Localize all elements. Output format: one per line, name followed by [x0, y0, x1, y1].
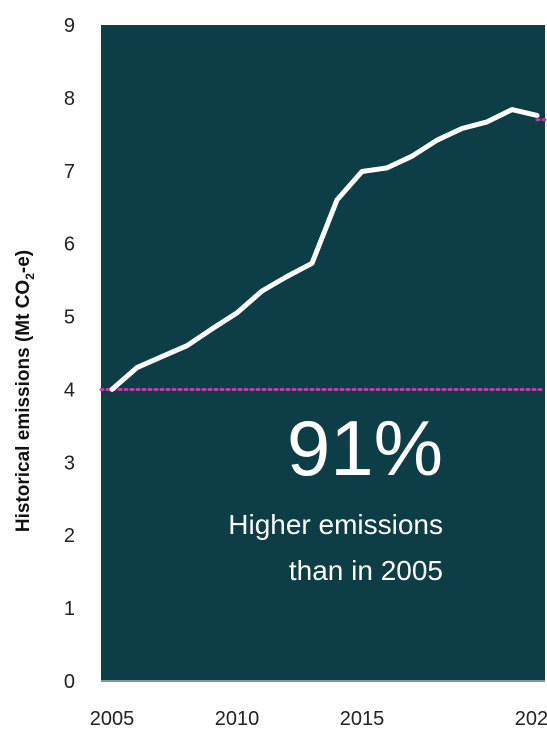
series-point	[385, 165, 390, 170]
series-point	[460, 126, 465, 131]
reference-lines	[99, 118, 547, 391]
x-axis-ticks: 2005 2010 2015 2022	[90, 708, 547, 729]
series-point	[485, 119, 490, 124]
series-point	[310, 261, 315, 266]
x-tick-label: 2005	[90, 708, 135, 729]
series-point	[285, 274, 290, 279]
callout-percentage: 91%	[287, 404, 443, 492]
y-tick-label: 6	[64, 234, 75, 256]
y-tick-label: 7	[64, 161, 75, 183]
y-tick-label: 9	[64, 15, 75, 37]
y-tick-label: 1	[64, 598, 75, 620]
series-point	[110, 387, 115, 392]
series-point	[535, 113, 540, 118]
series-point	[335, 197, 340, 202]
emissions-series-line	[109, 107, 540, 392]
series-point	[260, 289, 265, 294]
y-axis-label-subscript: 2	[23, 273, 37, 280]
y-tick-label: 0	[64, 671, 75, 693]
y-tick-label: 8	[64, 88, 75, 110]
y-tick-label: 4	[64, 379, 75, 401]
series-point	[135, 365, 140, 370]
y-axis-label-end: -e)	[13, 250, 34, 273]
x-tick-label: 2010	[215, 708, 260, 729]
series-point	[235, 310, 240, 315]
series-point	[510, 107, 515, 112]
series-point	[410, 154, 415, 159]
series-point	[210, 326, 215, 331]
callout-caption-line1: Higher emissions	[228, 509, 443, 540]
callout-caption-line2: than in 2005	[289, 555, 443, 586]
series-point	[185, 343, 190, 348]
y-tick-label: 2	[64, 525, 75, 547]
x-tick-label: 2022	[515, 708, 547, 729]
x-tick-label: 2015	[340, 708, 385, 729]
y-tick-label: 3	[64, 452, 75, 474]
series-point	[160, 354, 165, 359]
series-point	[360, 169, 365, 174]
y-axis-label: Historical emissions (Mt CO2-e)	[13, 250, 37, 532]
y-axis-ticks: 0 1 2 3 4 5 6 7 8 9	[64, 15, 75, 693]
y-tick-label: 5	[64, 307, 75, 329]
series-point	[435, 138, 440, 143]
y-axis-label-main: Historical emissions (Mt CO	[13, 280, 34, 532]
